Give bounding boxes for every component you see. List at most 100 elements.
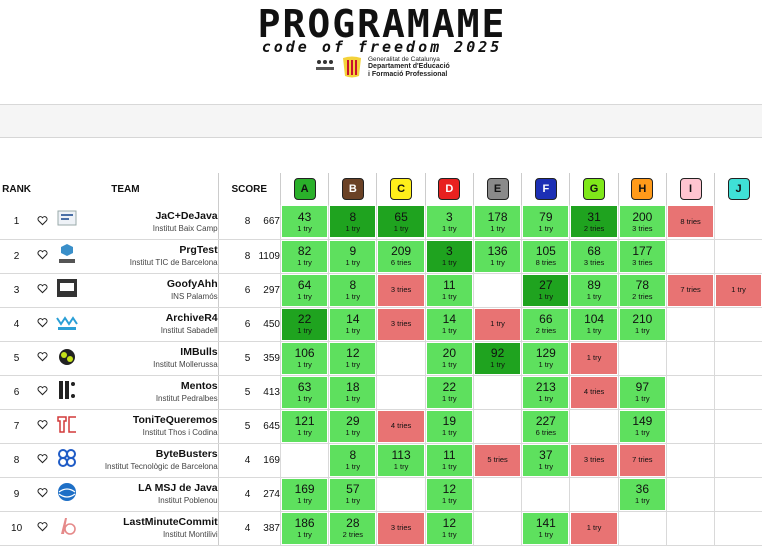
team-cell[interactable]: PrgTest Institut TIC de Barcelona [83,239,219,274]
problem-cell[interactable]: 1 try [569,511,619,546]
team-cell[interactable]: ArchiveR4 Institut Sabadell [83,307,219,342]
problem-cell[interactable]: 12 1 try [328,341,377,376]
problem-cell[interactable]: 12 1 try [424,477,474,512]
problem-cell[interactable]: 4 tries [376,409,426,444]
problem-cell[interactable]: 3 tries [569,443,619,478]
favorite-toggle[interactable] [33,341,52,376]
problem-cell[interactable]: 169 1 try [279,477,329,512]
problem-cell[interactable]: 141 1 try [521,511,570,546]
team-row[interactable]: 1 JaC+DeJava Institut Baix Camp 8 667 43 … [0,205,762,240]
problem-cell[interactable]: 68 3 tries [569,239,619,274]
favorite-toggle[interactable] [33,409,52,444]
problem-header[interactable]: H [617,173,667,205]
problem-header[interactable]: D [424,173,474,205]
problem-cell[interactable]: 1 try [714,273,762,308]
problem-cell[interactable]: 149 1 try [617,409,667,444]
problem-cell[interactable]: 8 1 try [328,205,377,240]
team-row[interactable]: 4 ArchiveR4 Institut Sabadell 6 450 22 1 … [0,307,762,342]
team-cell[interactable]: IMBulls Institut Mollerussa [83,341,219,376]
team-row[interactable]: 10 LastMinuteCommit Institut Montilivi 4… [0,511,762,546]
problem-cell[interactable]: 178 1 try [472,205,522,240]
problem-cell[interactable]: 186 1 try [279,511,329,546]
favorite-toggle[interactable] [33,239,52,274]
problem-cell[interactable]: 136 1 try [472,239,522,274]
problem-cell[interactable]: 29 1 try [328,409,377,444]
favorite-toggle[interactable] [33,477,52,512]
problem-cell[interactable]: 31 2 tries [569,205,619,240]
problem-cell[interactable]: 200 3 tries [617,205,667,240]
problem-cell[interactable]: 36 1 try [617,477,667,512]
heart-icon[interactable] [37,383,48,400]
problem-cell[interactable]: 7 tries [617,443,667,478]
problem-cell[interactable]: 11 1 try [424,443,474,478]
problem-cell[interactable]: 18 1 try [328,375,377,410]
problem-cell[interactable]: 8 tries [665,205,715,240]
team-row[interactable]: 7 ToniTeQueremos Institut Thos i Codina … [0,409,762,444]
problem-cell[interactable]: 209 6 tries [376,239,426,274]
problem-cell[interactable]: 210 1 try [617,307,667,342]
team-cell[interactable]: Mentos Institut Pedralbes [83,375,219,410]
problem-header[interactable]: G [569,173,619,205]
problem-cell[interactable]: 8 1 try [328,443,377,478]
team-row[interactable]: 2 PrgTest Institut TIC de Barcelona 8 110… [0,239,762,274]
team-row[interactable]: 5 IMBulls Institut Mollerussa 5 359 106 1… [0,341,762,376]
favorite-toggle[interactable] [33,375,52,410]
problem-cell[interactable]: 177 3 tries [617,239,667,274]
problem-cell[interactable]: 3 tries [376,511,426,546]
problem-cell[interactable]: 22 1 try [279,307,329,342]
problem-cell[interactable]: 28 2 tries [328,511,377,546]
heart-icon[interactable] [37,281,48,298]
problem-cell[interactable]: 1 try [472,307,522,342]
problem-cell[interactable]: 113 1 try [376,443,426,478]
problem-cell[interactable]: 65 1 try [376,205,426,240]
problem-cell[interactable]: 105 8 tries [521,239,570,274]
problem-cell[interactable]: 89 1 try [569,273,619,308]
heart-icon[interactable] [37,247,48,264]
problem-cell[interactable]: 97 1 try [617,375,667,410]
team-cell[interactable]: JaC+DeJava Institut Baix Camp [83,205,219,240]
problem-cell[interactable]: 78 2 tries [617,273,667,308]
problem-cell[interactable]: 11 1 try [424,273,474,308]
team-cell[interactable]: ToniTeQueremos Institut Thos i Codina [83,409,219,444]
problem-cell[interactable]: 3 tries [376,307,426,342]
team-row[interactable]: 8 ByteBusters Institut Tecnològic de Bar… [0,443,762,478]
favorite-toggle[interactable] [33,307,52,342]
problem-cell[interactable]: 27 1 try [521,273,570,308]
problem-cell[interactable]: 1 try [569,341,619,376]
favorite-toggle[interactable] [33,443,52,478]
favorite-toggle[interactable] [33,273,52,308]
problem-cell[interactable]: 14 1 try [424,307,474,342]
problem-cell[interactable]: 3 1 try [424,205,474,240]
problem-cell[interactable]: 63 1 try [279,375,329,410]
problem-cell[interactable]: 43 1 try [279,205,329,240]
problem-cell[interactable]: 92 1 try [472,341,522,376]
problem-cell[interactable]: 9 1 try [328,239,377,274]
team-row[interactable]: 9 LA MSJ de Java Institut Poblenou 4 274 … [0,477,762,512]
team-cell[interactable]: GoofyAhh INS Palamós [83,273,219,308]
favorite-toggle[interactable] [33,511,52,546]
team-cell[interactable]: ByteBusters Institut Tecnològic de Barce… [83,443,219,478]
problem-cell[interactable]: 22 1 try [424,375,474,410]
problem-header[interactable]: B [328,173,377,205]
problem-header[interactable]: F [521,173,570,205]
problem-header[interactable]: J [714,173,762,205]
problem-header[interactable]: I [665,173,715,205]
problem-cell[interactable]: 12 1 try [424,511,474,546]
problem-cell[interactable]: 129 1 try [521,341,570,376]
problem-cell[interactable]: 19 1 try [424,409,474,444]
team-row[interactable]: 6 Mentos Institut Pedralbes 5 413 63 1 tr… [0,375,762,410]
problem-cell[interactable]: 213 1 try [521,375,570,410]
problem-cell[interactable]: 66 2 tries [521,307,570,342]
team-row[interactable]: 3 GoofyAhh INS Palamós 6 297 64 1 try [0,273,762,308]
problem-header[interactable]: E [472,173,522,205]
problem-cell[interactable]: 121 1 try [279,409,329,444]
problem-cell[interactable]: 3 tries [376,273,426,308]
problem-header[interactable]: A [279,173,329,205]
heart-icon[interactable] [37,213,48,230]
team-cell[interactable]: LastMinuteCommit Institut Montilivi [83,511,219,546]
favorite-toggle[interactable] [33,205,52,240]
heart-icon[interactable] [37,451,48,468]
heart-icon[interactable] [37,315,48,332]
problem-header[interactable]: C [376,173,426,205]
problem-cell[interactable]: 3 1 try [424,239,474,274]
